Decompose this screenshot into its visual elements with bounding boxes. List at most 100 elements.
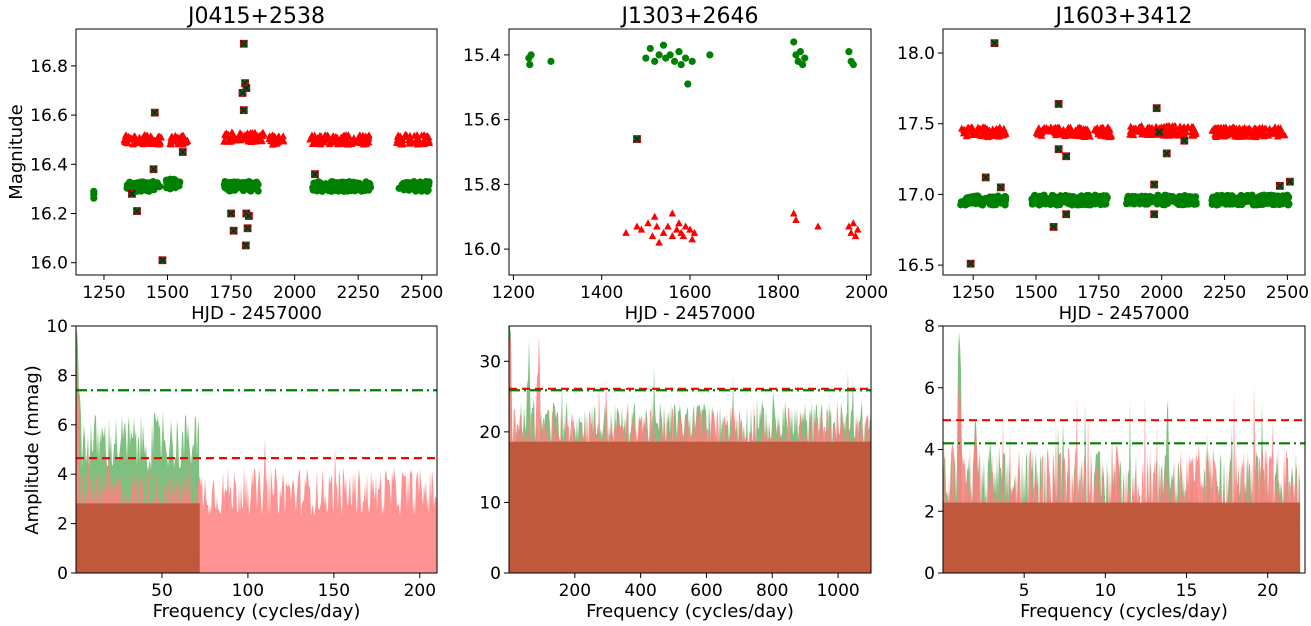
x-tick-label: 2250	[337, 283, 380, 303]
red-point	[1232, 124, 1241, 132]
red-point	[1277, 129, 1285, 137]
red-point	[246, 137, 255, 145]
panel-6: 5 10 15 20 0 2 4 6 8 Frequency (cycles/day)	[924, 317, 1306, 622]
y-tick-label: 4	[57, 465, 68, 485]
outlier-point	[133, 207, 141, 215]
outlier-point	[1062, 210, 1071, 219]
y-tick-label: 18.0	[897, 44, 935, 64]
green-point	[646, 44, 654, 53]
x-tick-label: 150	[318, 581, 350, 601]
green-point	[221, 178, 229, 186]
outlier-point	[178, 148, 187, 156]
plot-area	[943, 331, 1305, 573]
green-point	[363, 186, 372, 194]
red-point	[344, 133, 352, 141]
green-point	[1099, 192, 1107, 201]
red-point	[1104, 123, 1112, 131]
green-point	[684, 80, 692, 88]
x-tick-label: 2500	[1266, 283, 1309, 303]
green-point	[966, 197, 974, 205]
green-point	[1232, 199, 1240, 207]
overlap-band	[943, 502, 1301, 573]
green-point	[1217, 192, 1225, 200]
green-point	[798, 61, 807, 69]
red-point	[1051, 131, 1060, 139]
red-point	[1096, 126, 1104, 134]
green-point	[1140, 198, 1148, 207]
green-point	[320, 183, 329, 192]
red-point	[240, 131, 249, 139]
green-point	[423, 178, 431, 186]
green-point	[1190, 200, 1198, 208]
green-point	[149, 177, 157, 186]
outlier-point	[1150, 180, 1159, 189]
green-point	[244, 180, 253, 188]
red-point	[1041, 124, 1049, 132]
x-tick-label: 2000	[1140, 283, 1183, 303]
outlier-point	[243, 224, 252, 233]
green-point	[1283, 200, 1291, 208]
red-point	[171, 133, 180, 141]
red-point	[315, 135, 324, 143]
red-point	[406, 138, 415, 146]
green-point	[312, 186, 321, 194]
green-point	[526, 61, 534, 69]
red-point	[655, 238, 663, 246]
outlier-point	[1275, 182, 1284, 190]
red-point	[236, 129, 244, 137]
red-point	[989, 126, 998, 134]
outlier-point	[1049, 223, 1058, 231]
outlier-point	[1162, 149, 1171, 158]
panel-1: 1250 1500 1750 2000 2250 2500 16.0 16.2 16.4 16.6…	[30, 4, 443, 324]
outlier-point	[633, 135, 641, 143]
green-point	[688, 57, 696, 65]
red-point	[316, 140, 325, 148]
green-point	[164, 182, 173, 191]
red-point	[343, 139, 351, 147]
x-tick-label: 2000	[845, 283, 888, 303]
red-point	[653, 222, 661, 230]
green-point	[1085, 199, 1093, 207]
red-point	[789, 209, 798, 217]
x-tick-label: 1250	[952, 283, 995, 303]
red-point	[622, 228, 630, 236]
panel-4: 50 100 150 200 0 2 4 6 8 10 Frequency (cycles/day)	[46, 317, 438, 622]
red-point	[968, 125, 977, 133]
red-point	[308, 140, 317, 148]
red-point	[308, 133, 316, 141]
green-point	[527, 51, 535, 59]
green-point	[651, 57, 659, 65]
y-tick-label: 16.0	[463, 240, 501, 260]
red-point	[121, 134, 130, 142]
red-point	[849, 219, 858, 227]
green-point	[1161, 191, 1169, 199]
green-point	[1056, 192, 1065, 200]
green-point	[849, 61, 857, 69]
red-point	[1222, 128, 1230, 136]
green-point	[1064, 198, 1072, 206]
y-tick-label: 16.5	[897, 256, 935, 276]
red-point	[1213, 127, 1221, 135]
red-point	[974, 125, 983, 133]
green-point	[1283, 191, 1291, 199]
green-point	[131, 182, 139, 190]
green-point	[1175, 192, 1183, 201]
plot-area	[957, 39, 1294, 268]
green-point	[1236, 193, 1244, 201]
red-point	[983, 126, 991, 134]
red-point	[985, 132, 993, 140]
green-point	[399, 181, 407, 189]
green-point	[666, 51, 674, 59]
outlier-point	[239, 39, 248, 48]
red-point	[268, 140, 277, 148]
outlier-point	[158, 256, 167, 265]
x-tick-label: 20	[1257, 581, 1279, 601]
green-point	[677, 61, 685, 69]
y-tick-label: 15.4	[463, 46, 501, 66]
red-point	[1262, 125, 1270, 133]
green-point	[974, 192, 982, 201]
red-point	[362, 138, 371, 146]
panel-title: J1303+2646	[620, 4, 759, 29]
red-point	[228, 128, 236, 136]
